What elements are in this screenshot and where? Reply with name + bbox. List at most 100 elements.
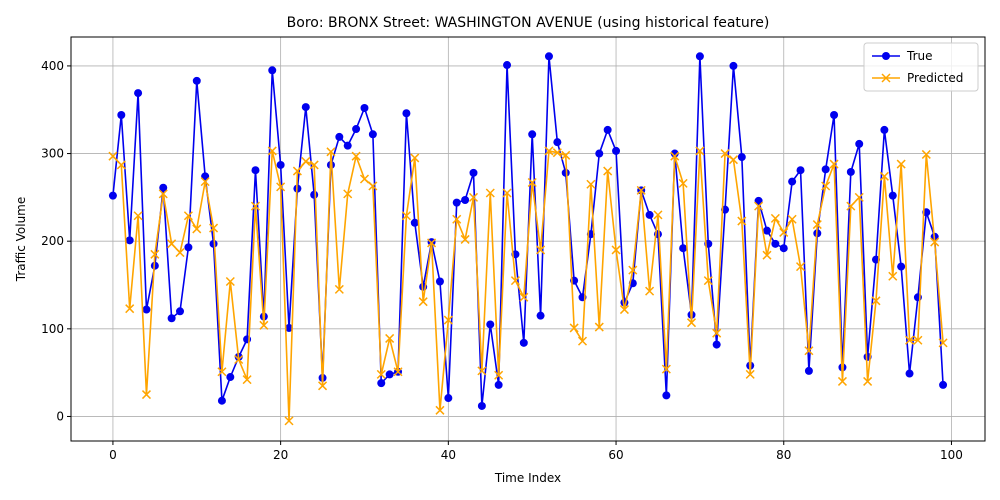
data-point-true — [612, 146, 621, 155]
data-point-predicted — [896, 159, 906, 169]
data-point-predicted — [175, 248, 185, 258]
data-point-true — [561, 168, 570, 177]
data-point-true — [167, 314, 176, 323]
data-point-predicted — [200, 177, 210, 187]
series-layer — [108, 52, 948, 426]
data-point-true — [176, 307, 185, 316]
data-point-predicted — [804, 346, 814, 356]
data-point-true — [108, 191, 117, 200]
x-tick-label: 60 — [608, 448, 623, 462]
data-point-true — [729, 61, 738, 70]
chart-title: Boro: BRONX Street: WASHINGTON AVENUE (u… — [287, 15, 770, 31]
data-point-predicted — [586, 179, 596, 189]
data-point-predicted — [779, 227, 789, 237]
legend-predicted-marker — [881, 73, 891, 83]
data-point-true — [754, 196, 763, 205]
data-point-true — [343, 141, 352, 150]
series-line-predicted — [112, 150, 944, 422]
data-point-predicted — [125, 304, 135, 314]
data-point-true — [486, 320, 495, 329]
x-tick-label: 0 — [109, 448, 117, 462]
data-point-predicted — [577, 336, 588, 346]
data-point-predicted — [661, 364, 671, 374]
data-point-predicted — [359, 174, 370, 184]
data-point-true — [888, 191, 897, 200]
data-point-predicted — [418, 297, 428, 307]
y-tick-label: 100 — [41, 322, 64, 336]
data-point-predicted — [603, 166, 613, 176]
data-point-predicted — [720, 149, 730, 159]
data-point-true — [276, 160, 285, 169]
data-point-predicted — [427, 238, 437, 248]
data-point-predicted — [905, 335, 915, 345]
data-point-predicted — [393, 367, 403, 377]
data-point-predicted — [292, 166, 302, 176]
data-point-predicted — [636, 185, 646, 195]
x-axis-label: Time Index — [494, 471, 561, 485]
data-point-predicted — [678, 178, 688, 188]
data-point-predicted — [762, 250, 772, 260]
data-point-predicted — [703, 276, 713, 286]
data-point-predicted — [158, 189, 168, 199]
data-point-true — [804, 366, 813, 375]
data-point-true — [771, 239, 780, 248]
legend-predicted-label: Predicted — [907, 71, 963, 85]
data-point-predicted — [209, 223, 219, 233]
data-point-predicted — [594, 322, 604, 332]
data-point-true — [712, 340, 721, 349]
data-point-predicted — [334, 284, 344, 294]
data-point-predicted — [326, 147, 336, 157]
legend-box — [863, 42, 979, 92]
data-point-predicted — [837, 376, 847, 386]
data-point-true — [645, 210, 654, 219]
data-point-predicted — [611, 245, 621, 255]
y-axis-label: Traffic Volume — [14, 197, 28, 283]
data-point-predicted — [561, 150, 571, 160]
data-point-predicted — [242, 375, 252, 385]
data-point-predicted — [812, 220, 822, 230]
data-point-predicted — [259, 320, 269, 330]
data-point-predicted — [552, 148, 562, 158]
data-point-predicted — [141, 390, 151, 400]
data-point-predicted — [745, 369, 755, 379]
data-point-true — [125, 236, 134, 245]
data-point-true — [410, 218, 419, 227]
data-point-true — [905, 369, 914, 378]
data-point-predicted — [754, 201, 764, 211]
data-point-true — [352, 125, 361, 134]
data-point-predicted — [351, 151, 361, 161]
data-point-true — [217, 396, 226, 405]
data-point-predicted — [192, 224, 202, 234]
data-point-true — [528, 130, 537, 139]
data-point-predicted — [309, 160, 319, 170]
data-point-predicted — [829, 159, 839, 169]
data-point-true — [201, 172, 210, 181]
legend: True Predicted — [863, 42, 979, 92]
data-point-predicted — [737, 216, 747, 226]
data-point-predicted — [921, 149, 931, 159]
data-point-predicted — [653, 210, 663, 220]
data-point-predicted — [284, 416, 294, 426]
data-point-true — [142, 305, 151, 314]
data-point-true — [385, 370, 394, 379]
data-point-true — [821, 165, 830, 174]
data-point-true — [662, 391, 671, 400]
data-point-true — [377, 379, 386, 388]
data-point-true — [779, 244, 788, 253]
data-point-true — [553, 138, 562, 147]
x-tick-label: 80 — [776, 448, 791, 462]
data-point-predicted — [888, 271, 898, 281]
data-point-true — [134, 89, 143, 98]
data-point-predicted — [527, 177, 537, 188]
x-tick-label: 20 — [273, 448, 288, 462]
data-point-predicted — [913, 335, 923, 345]
data-point-true — [444, 394, 453, 403]
data-point-predicted — [510, 276, 520, 286]
data-point-true — [855, 139, 864, 148]
data-point-predicted — [686, 318, 697, 328]
data-point-true — [595, 149, 604, 158]
data-point-predicted — [250, 201, 261, 211]
data-point-true — [184, 243, 193, 252]
data-point-true — [788, 177, 797, 186]
data-point-true — [603, 125, 612, 134]
